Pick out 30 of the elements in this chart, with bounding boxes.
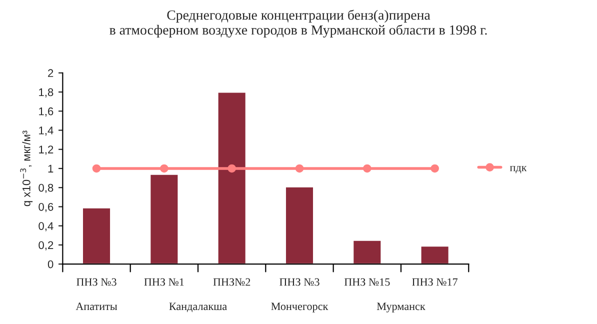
text: Апатиты	[76, 302, 118, 310]
y-tick-label: 1,8	[39, 88, 54, 98]
bar	[149, 174, 180, 264]
y-tick-label: 2	[48, 69, 54, 77]
x-tick-label: ПНЗ №3	[280, 278, 320, 286]
bar	[352, 239, 382, 264]
x-tick-label: ПНЗ №17	[412, 278, 458, 286]
y-tick-label: 1,2	[39, 146, 54, 155]
x-tick-label: ПНЗ№2	[213, 278, 250, 286]
y-tick-label: 0	[48, 260, 54, 268]
y-tick-label: 0,8	[38, 184, 54, 194]
text: Мончегорск	[271, 302, 328, 312]
x-tick-label: ПНЗ №1	[144, 278, 184, 286]
legend-label: пдк	[510, 166, 527, 174]
text: Мурманск	[376, 302, 426, 312]
bar	[216, 91, 247, 264]
y-tick-label: 0,2	[38, 241, 54, 250]
x-tick-label: ПНЗ №15	[344, 278, 390, 286]
y-tick-label: 1,6	[39, 107, 54, 117]
bar	[284, 186, 314, 264]
chart-title: Среднегодовые концентрации бенз(а)пирена в атмосферном воздухе городов в Мурманской области в 1998 г.	[110, 10, 487, 38]
text: Кандалакша	[169, 302, 227, 312]
bar	[420, 245, 450, 264]
y-tick-label: 1,4	[39, 126, 54, 136]
x-tick-label: ПНЗ №3	[76, 278, 116, 286]
y-tick-label: 1	[48, 164, 54, 173]
y-axis-title: q x10$^{−3}$, мкг/м³	[20, 130, 33, 206]
y-tick-label: 0,6	[38, 202, 54, 212]
y-tick-label: 0,4	[38, 222, 54, 232]
bar	[82, 206, 112, 264]
